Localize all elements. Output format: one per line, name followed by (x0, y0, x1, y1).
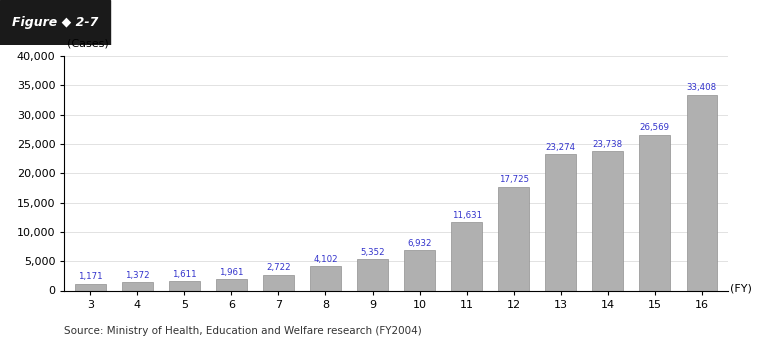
Bar (75, 284, 105, 290)
Text: 23,738: 23,738 (593, 140, 623, 149)
Text: 1,961: 1,961 (219, 268, 243, 276)
Text: (FY): (FY) (730, 284, 752, 294)
Text: 4,102: 4,102 (313, 255, 338, 264)
Bar (216, 279, 246, 290)
Text: 23,274: 23,274 (546, 143, 576, 152)
Bar (687, 94, 717, 290)
Bar (546, 154, 576, 290)
Text: 1,611: 1,611 (172, 270, 196, 279)
Text: 1,171: 1,171 (78, 272, 102, 281)
Bar (640, 135, 670, 290)
Bar (310, 266, 341, 290)
Text: 11,631: 11,631 (452, 211, 481, 220)
Bar (451, 222, 482, 290)
Text: 5,352: 5,352 (360, 248, 385, 257)
Text: 33,408: 33,408 (687, 83, 717, 92)
Text: 26,569: 26,569 (640, 124, 670, 132)
Text: 1,372: 1,372 (125, 271, 149, 280)
Bar (498, 187, 529, 290)
Text: 17,725: 17,725 (499, 175, 529, 184)
Bar (404, 250, 435, 290)
Text: 2,722: 2,722 (266, 263, 291, 272)
Bar (263, 274, 294, 290)
Text: 6,932: 6,932 (407, 238, 432, 247)
Bar (357, 259, 388, 290)
Text: Source: Ministry of Health, Education and Welfare research (FY2004): Source: Ministry of Health, Education an… (64, 326, 422, 336)
Bar (169, 281, 199, 290)
Text: (Cases): (Cases) (67, 39, 108, 49)
Text: Number of child abuse cases dealt with by consultation offices for children: Number of child abuse cases dealt with b… (119, 16, 561, 29)
Bar (122, 282, 152, 290)
Bar (593, 151, 623, 290)
Text: Figure ◆ 2-7: Figure ◆ 2-7 (12, 16, 98, 29)
Bar (0, 0, 110, 45)
